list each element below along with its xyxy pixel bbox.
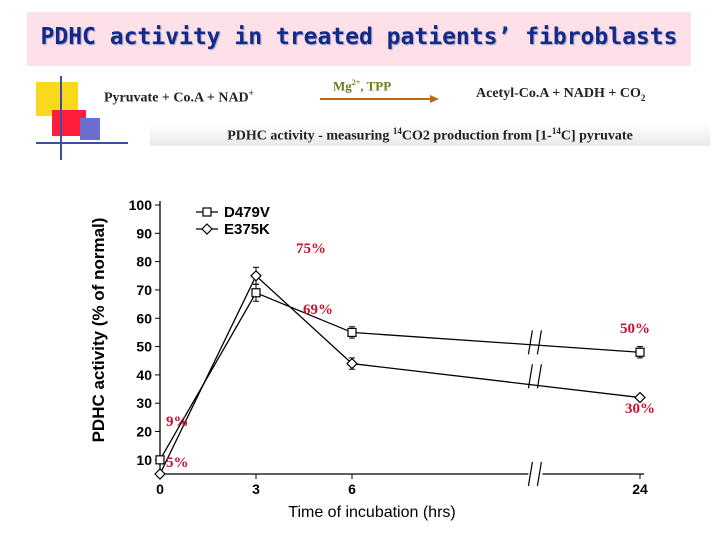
- cofactor-mg: Mg: [333, 78, 352, 94]
- point-D479V-24: [635, 347, 645, 357]
- break-slash-b-2: [536, 364, 542, 389]
- subtitle-isotope-1: 14: [392, 126, 402, 136]
- legend-label-D479V: D479V: [224, 204, 270, 221]
- nad-charge: +: [248, 88, 254, 98]
- x-tick-label-24: 24: [632, 481, 648, 497]
- title-band: [27, 12, 691, 66]
- co2-subscript: 2: [640, 92, 646, 103]
- y-tick-label-60: 60: [136, 310, 152, 326]
- x-tick-label-6: 6: [348, 481, 356, 497]
- y-tick-label-20: 20: [136, 424, 152, 440]
- y-tick-label-50: 50: [136, 339, 152, 355]
- break-slash-b-0: [536, 461, 542, 487]
- point-D479V-0: [155, 455, 165, 465]
- series-markers: [154, 269, 646, 480]
- subtitle-part-2: CO2 production from [1-: [401, 128, 552, 144]
- substrates-text: Pyruvate + Co.A + NAD: [104, 90, 249, 106]
- annotation-0: 75%: [296, 241, 326, 257]
- y-tick-label-90: 90: [136, 225, 152, 241]
- break-slash-a-0: [527, 461, 533, 487]
- subtitle-part-1: PDHC activity - measuring: [227, 128, 393, 144]
- annotation-1: 69%: [303, 302, 333, 318]
- y-tick-label-40: 40: [136, 367, 152, 383]
- subtitle: PDHC activity - measuring 14CO2 producti…: [150, 126, 710, 145]
- annotation-5: 5%: [166, 455, 189, 471]
- series-lines: [159, 274, 641, 475]
- subtitle-part-3: C] pyruvate: [560, 128, 633, 144]
- legend-marker-D479V: [202, 207, 212, 217]
- subtitle-isotope-2: 14: [551, 126, 561, 136]
- y-tick-label-30: 30: [136, 395, 152, 411]
- reaction-cofactors: Mg2+, TPP: [333, 78, 391, 94]
- point-D479V-3: [251, 288, 261, 298]
- decor-horizontal-line: [36, 142, 128, 144]
- series-line-E375K: [159, 274, 641, 475]
- y-tick-label-100: 100: [129, 197, 153, 213]
- point-E375K-3: [250, 269, 262, 282]
- x-axis-label: Time of incubation (hrs): [288, 504, 455, 521]
- subtitle-band: [150, 124, 710, 146]
- series-line-D479V: [159, 291, 641, 461]
- y-axis-label: PDHC activity (% of normal): [89, 218, 108, 443]
- point-D479V-6: [347, 327, 357, 338]
- y-tick-label-80: 80: [136, 254, 152, 270]
- point-E375K-24: [634, 391, 646, 404]
- chart-ticks: 10 20 30 40 50 60 70 80 90 100 0 3 6 24: [129, 197, 648, 497]
- error-bars: [253, 266, 643, 370]
- legend-label-E375K: E375K: [224, 221, 270, 238]
- annotation-2: 50%: [620, 321, 650, 337]
- annotation-3: 30%: [625, 401, 655, 417]
- y-tick-label-70: 70: [136, 282, 152, 298]
- legend-marker-E375K: [201, 223, 213, 235]
- break-slash-b-1: [536, 330, 542, 355]
- cofactor-tpp: , TPP: [360, 78, 392, 94]
- reaction-products: Acetyl-Co.A + NADH + CO2: [476, 86, 645, 103]
- decor-blue-square: [80, 118, 100, 140]
- x-tick-label-0: 0: [156, 481, 164, 497]
- products-text: Acetyl-Co.A + NADH + CO: [476, 86, 641, 101]
- reaction-arrow: [320, 95, 439, 103]
- axis-breaks: [527, 330, 543, 487]
- annotation-4: 9%: [166, 414, 189, 430]
- y-tick-label-10: 10: [136, 452, 152, 468]
- cofactor-mg-charge: 2+: [351, 78, 361, 87]
- chart-annotations: 75% 69% 50% 30% 9% 5%: [166, 241, 655, 471]
- point-E375K-6: [346, 357, 358, 370]
- reaction-substrates: Pyruvate + Co.A + NAD+: [104, 88, 254, 107]
- chart-axes: [159, 201, 644, 475]
- slide-title: PDHC activity in treated patients’ fibro…: [40, 24, 678, 50]
- decor-vertical-line: [60, 76, 62, 160]
- point-E375K-0: [154, 468, 166, 480]
- x-tick-label-3: 3: [252, 481, 260, 497]
- break-slash-a-1: [527, 330, 533, 355]
